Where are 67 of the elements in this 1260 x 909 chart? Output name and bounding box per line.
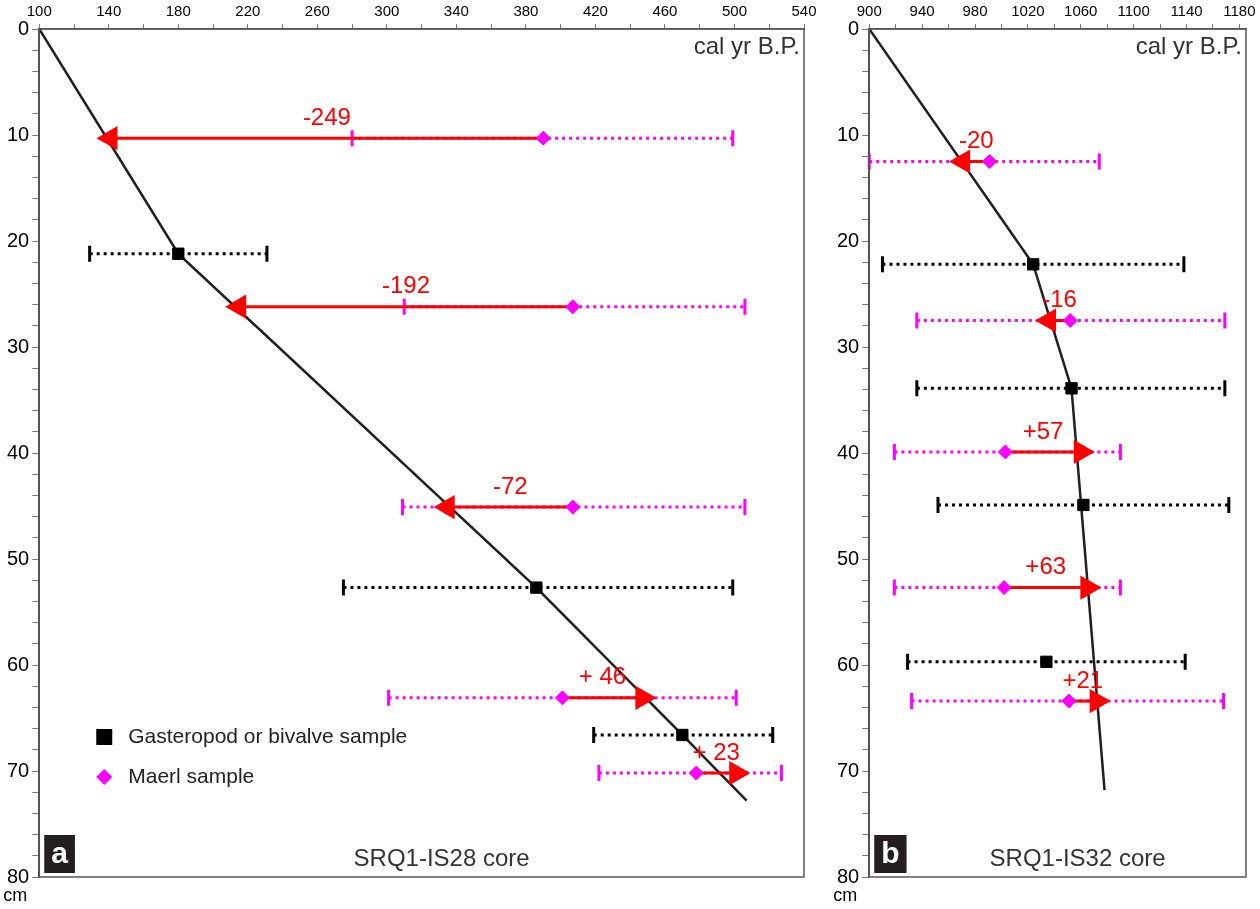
point [688,765,704,781]
annotation: b [881,836,900,870]
x-tick-label: 1100 [1117,2,1150,20]
legend-label: Gasteropod or bivalve sample [128,723,408,747]
annotation: -72 [492,471,528,499]
y-tick-label: 20 [7,228,30,251]
y-tick-label: 10 [7,122,30,145]
x-tick-label: 540 [791,2,817,20]
annotation: -20 [958,126,994,154]
y-tick-label: 70 [7,758,30,781]
y-tick-label: 60 [7,652,30,675]
x-tick-label: 220 [235,2,261,20]
y-tick-label: 20 [837,228,860,251]
y-tick-label: 40 [837,440,860,463]
y-axis-title: cm [833,884,858,905]
point [565,299,581,315]
point [1040,655,1053,668]
x-tick-label: 1020 [1011,2,1045,20]
y-tick-label: 50 [837,546,860,569]
y-tick-label: 30 [7,334,30,357]
x-axis-title: cal yr B.P. [693,31,800,59]
x-tick-label: 1140 [1170,2,1203,20]
point [1062,313,1078,328]
point [996,580,1012,596]
point [997,444,1013,460]
x-tick-label: 140 [96,2,122,20]
point [676,728,689,742]
point [554,690,570,706]
x-tick-label: 300 [374,2,400,20]
x-axis-title: cal yr B.P. [1135,31,1242,59]
annotation: -192 [381,271,430,299]
x-tick-label: 380 [513,2,539,20]
annotation: + 46 [578,662,627,690]
y-axis-title: cm [3,884,28,905]
point [530,581,543,594]
legend-label: Maerl sample [128,763,255,787]
x-tick-label: 420 [582,2,608,20]
x-tick-label: 340 [443,2,469,20]
y-tick-label: 80 [7,864,30,887]
point [1077,498,1090,512]
y-tick-label: 70 [837,758,860,781]
x-tick-label: 500 [721,2,747,20]
annotation: +57 [1022,416,1064,444]
y-tick-label: 60 [837,652,860,675]
x-tick-label: 980 [962,2,988,20]
point [982,154,998,169]
point [565,499,581,515]
y-tick-label: 40 [7,440,30,463]
y-tick-label: 30 [837,334,860,357]
x-tick-label: 460 [652,2,678,20]
point [1027,258,1040,271]
y-tick-label: 10 [837,122,860,145]
point [1065,382,1078,395]
x-tick-label: 1180 [1223,2,1256,20]
text: SRQ1-IS32 core [989,843,1166,871]
point [535,130,551,146]
annotation: a [51,836,69,870]
x-tick-label: 940 [909,2,935,20]
y-tick-label: 50 [7,546,30,569]
annotation: -249 [302,102,351,130]
annotation: +63 [1025,552,1067,580]
x-tick-label: 260 [304,2,330,20]
x-tick-label: 180 [165,2,191,20]
y-tick-label: 80 [837,864,860,887]
point [1061,693,1077,709]
text: SRQ1-IS28 core [353,843,530,871]
x-tick-label: 1060 [1064,2,1098,20]
